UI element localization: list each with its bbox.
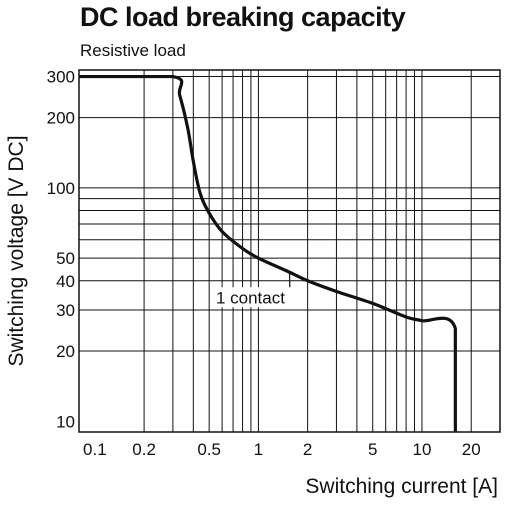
y-tick-label: 40: [56, 272, 75, 291]
x-tick-label: 0.1: [83, 440, 107, 459]
x-tick-label: 0.5: [197, 440, 221, 459]
y-tick-label: 20: [56, 342, 75, 361]
annotation-background: [212, 287, 293, 308]
x-tick-label: 1: [254, 440, 263, 459]
y-tick-label: 300: [47, 68, 75, 87]
x-tick-label: 10: [412, 440, 431, 459]
annotation-1-contact: 1 contact: [216, 288, 285, 307]
x-tick-label: 0.2: [132, 440, 156, 459]
chart-subtitle: Resistive load: [80, 41, 186, 60]
grid: [79, 70, 500, 432]
chart-title: DC load breaking capacity: [80, 2, 406, 32]
x-tick-labels: 0.1 0.2 0.5 1 2 5 10 20: [83, 440, 481, 459]
y-tick-label: 50: [56, 249, 75, 268]
y-tick-label: 200: [47, 109, 75, 128]
plot-frame: [78, 69, 501, 433]
series-line-1-contact: [79, 74, 457, 432]
y-tick-labels: 10 20 30 40 50 100 200 300: [47, 68, 75, 432]
y-tick-label: 30: [56, 301, 75, 320]
x-axis-title: Switching current [A]: [305, 475, 498, 498]
y-tick-label: 10: [56, 412, 75, 431]
x-tick-label: 20: [462, 440, 481, 459]
x-tick-label: 2: [303, 440, 312, 459]
y-tick-label: 100: [47, 179, 75, 198]
y-axis-title: Switching voltage [V DC]: [5, 135, 28, 366]
x-tick-label: 5: [368, 440, 377, 459]
